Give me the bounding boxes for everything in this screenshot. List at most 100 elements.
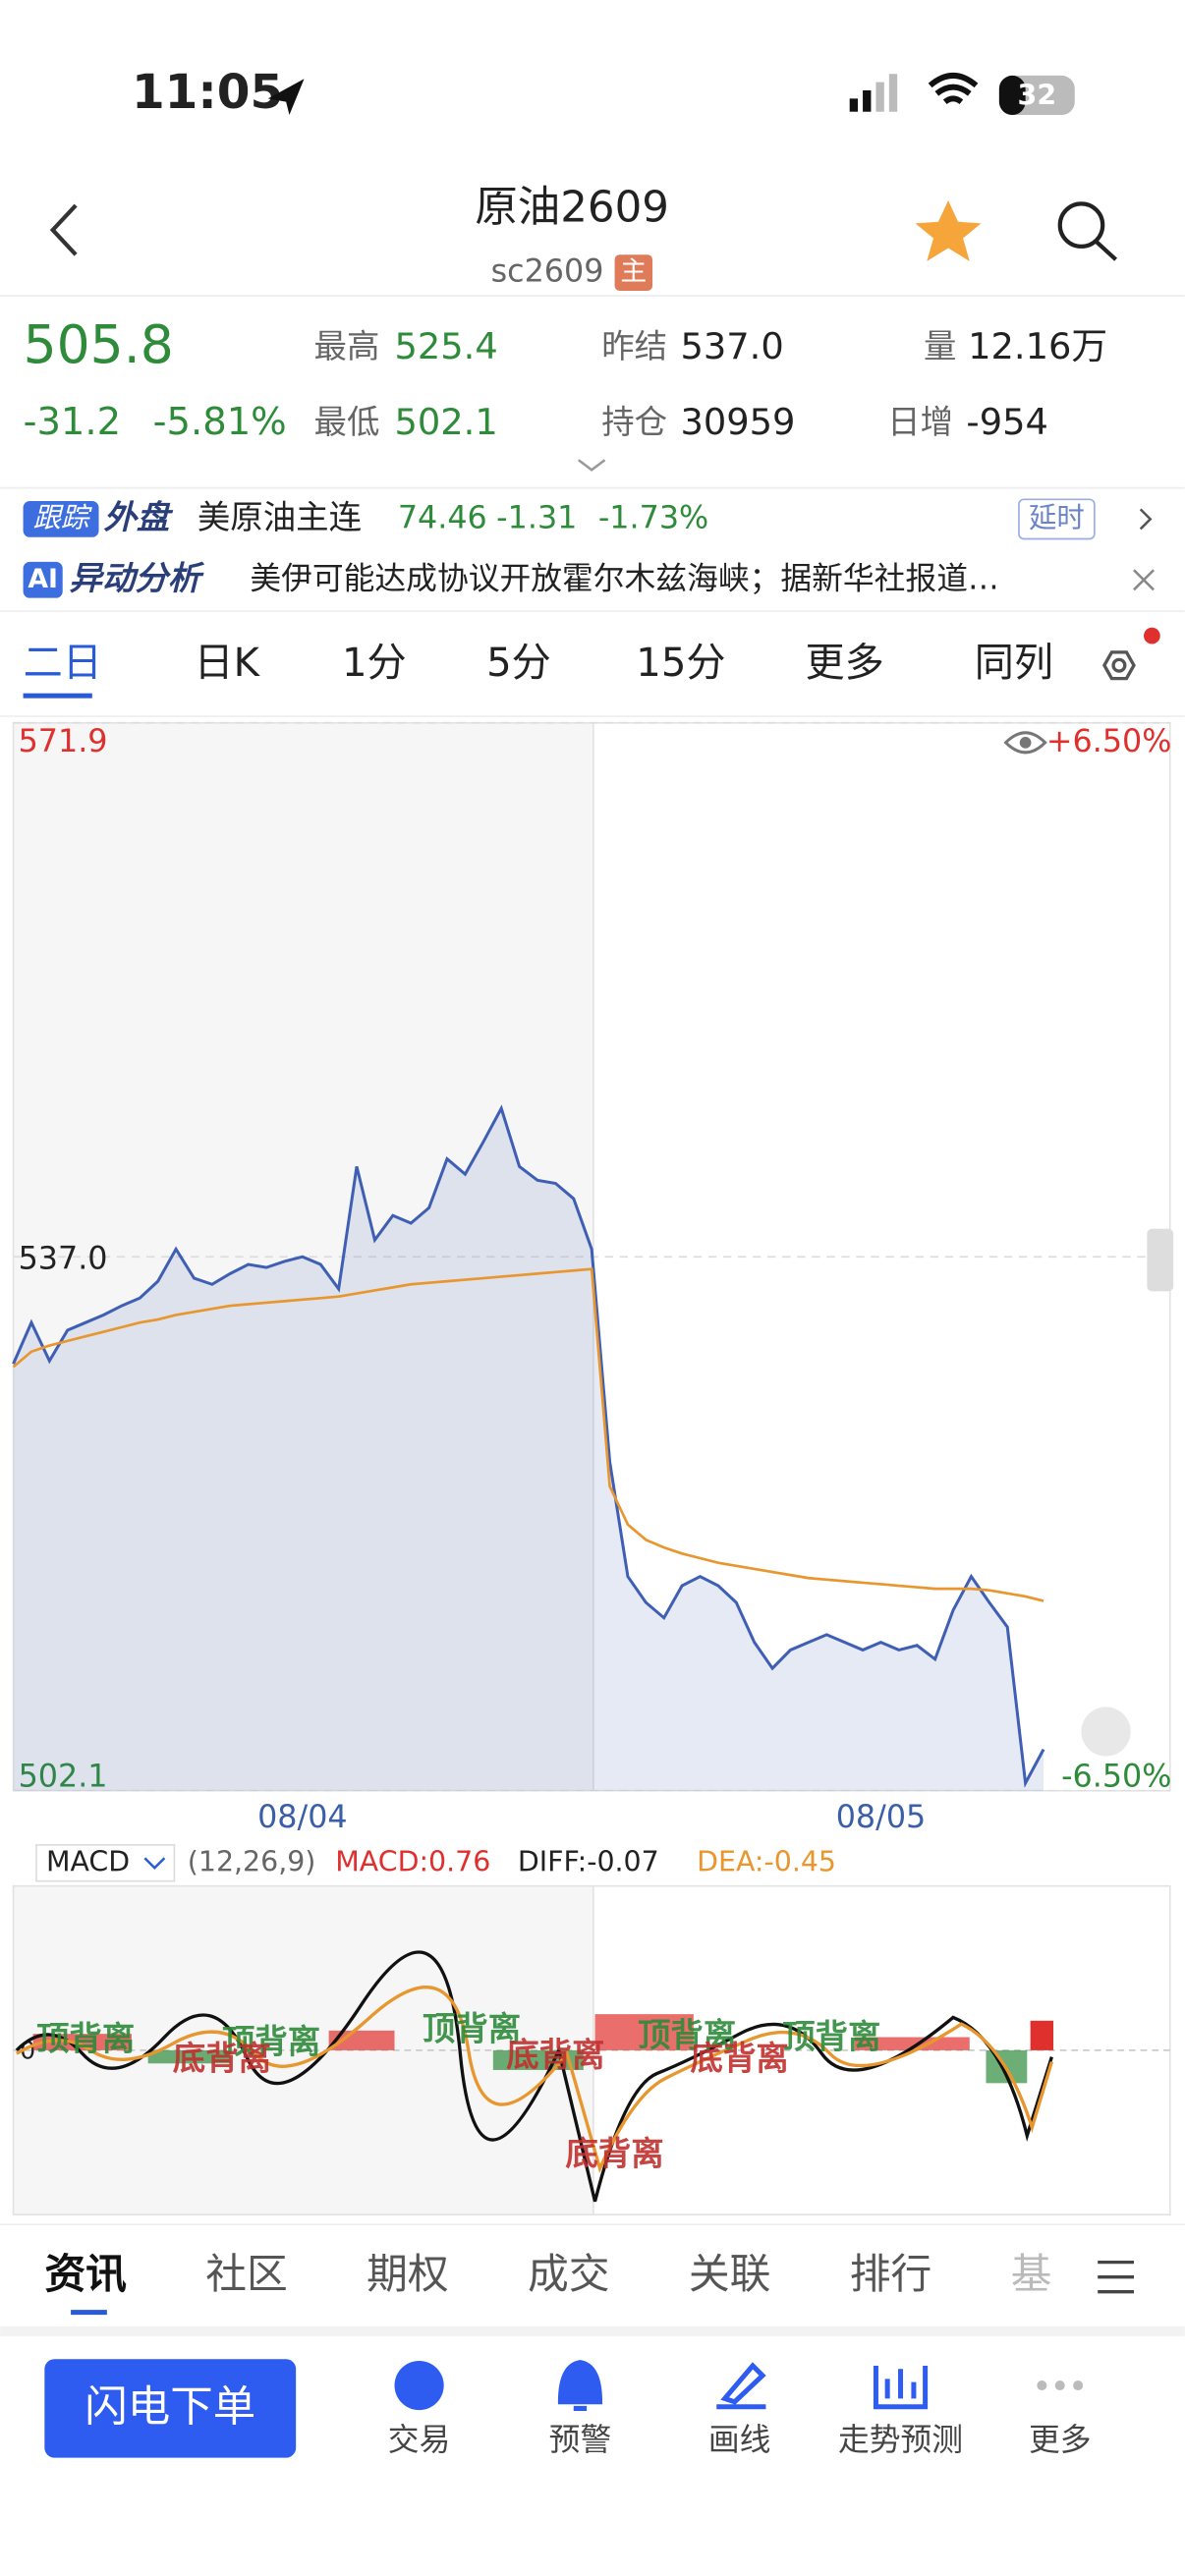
ai-text[interactable]: 美伊可能达成协议开放霍尔木兹海峡；据新华社报道… — [250, 561, 998, 596]
bottom-tab[interactable]: 期权 — [367, 2250, 449, 2298]
value: 502.1 — [395, 401, 498, 443]
close-button[interactable] — [1133, 569, 1155, 591]
x-tick-label: 08/04 — [257, 1800, 348, 1835]
tab[interactable]: 1分 — [342, 641, 407, 686]
ai-tag-bg — [23, 561, 63, 598]
avg-line — [12, 1267, 1044, 1602]
tab[interactable]: 二日 — [24, 641, 102, 686]
delay-bg — [1018, 498, 1096, 540]
tab[interactable]: 更多 — [806, 641, 884, 686]
change-pct: -5.81% — [153, 400, 287, 444]
value: 525.4 — [395, 325, 498, 367]
delay: 延时 — [1029, 501, 1085, 533]
label: 最低 — [314, 403, 380, 441]
macd-annotation: 顶背离 — [222, 2023, 320, 2061]
nav-item[interactable]: 更多 — [1029, 2423, 1092, 2458]
bottom-tab[interactable]: 成交 — [528, 2250, 610, 2298]
nav-item[interactable]: 交易 — [388, 2423, 451, 2458]
menu-button[interactable] — [1098, 2260, 1134, 2294]
bottom-tabs: 资讯 社区 期权 成交 关联 排行 基 — [44, 2250, 1051, 2298]
order-button-label[interactable]: 闪电下单 — [85, 2383, 255, 2433]
label: 最高 — [314, 327, 380, 365]
signal-icon — [849, 74, 898, 112]
nav-bar: 交易 预警 画线 走势预测 更多 — [388, 2423, 1092, 2458]
clock: 11:05 — [132, 65, 283, 120]
settings-icon — [1111, 657, 1127, 673]
battery-text: 32 — [1018, 80, 1057, 112]
ticker-pct: -1.73% — [598, 500, 708, 535]
alert-icon — [557, 2360, 603, 2411]
nav-item[interactable]: 预警 — [549, 2423, 612, 2458]
price-area — [13, 1108, 1044, 1791]
macd-value: MACD:0.76 — [335, 1845, 490, 1877]
fullscreen-button[interactable] — [1081, 1707, 1131, 1757]
settings-button[interactable] — [1101, 650, 1136, 681]
macd-histogram — [32, 2014, 1054, 2084]
label: 量 — [924, 327, 956, 365]
tag: 跟踪 — [33, 501, 92, 533]
more-icon — [1037, 2380, 1084, 2391]
macd-annotation: 顶背离 — [638, 2016, 736, 2054]
expand-button[interactable] — [578, 459, 606, 472]
macd-annotation: 顶背离 — [782, 2018, 880, 2056]
macd-annotation: 顶背离 — [423, 2009, 521, 2047]
ticker-name[interactable]: 美原油主连 — [198, 498, 362, 536]
side-handle[interactable] — [1147, 1228, 1174, 1292]
badge: 主 — [620, 256, 647, 287]
tab[interactable]: 日K — [194, 641, 260, 686]
badge-bg — [614, 254, 653, 291]
y-tick-label: 502.1 — [19, 1759, 108, 1794]
macd-annotation: 底背离 — [565, 2134, 663, 2172]
order-button[interactable] — [44, 2359, 297, 2458]
dropdown-icon — [143, 1857, 166, 1871]
tab[interactable]: 15分 — [636, 641, 725, 686]
value: 30959 — [680, 401, 795, 443]
value: 537.0 — [680, 325, 783, 367]
bottom-tab[interactable]: 关联 — [689, 2250, 771, 2298]
macd-annotation: 底背离 — [690, 2039, 788, 2077]
trade-icon — [394, 2360, 444, 2411]
macd-select[interactable] — [35, 1844, 176, 1882]
location-icon — [267, 79, 305, 116]
tab[interactable]: 同列 — [975, 641, 1053, 686]
dea-line — [16, 1986, 1053, 2174]
bottom-tab[interactable]: 排行 — [850, 2250, 932, 2298]
value: 12.16万 — [968, 325, 1107, 367]
macd-params: (12,26,9) — [188, 1845, 316, 1877]
nav-item[interactable]: 画线 — [708, 2423, 771, 2458]
upper-pct: +6.50% — [1046, 724, 1172, 759]
diff-line — [15, 1950, 1053, 2203]
code: sc2609 — [491, 254, 604, 290]
macd-selector[interactable]: MACD — [46, 1845, 130, 1877]
label: 持仓 — [601, 403, 667, 441]
ai-title: 异动分析 — [69, 559, 204, 597]
macd-annotation: 顶背离 — [36, 2019, 135, 2057]
forecast-icon — [873, 2365, 929, 2410]
y-tick-label: 537.0 — [19, 1242, 108, 1277]
dea-value: DEA:-0.45 — [697, 1845, 836, 1877]
diff-value: DIFF:-0.07 — [518, 1845, 659, 1877]
value: -954 — [966, 401, 1047, 443]
back-button[interactable] — [49, 203, 78, 256]
eye-icon[interactable] — [1003, 731, 1047, 755]
tag-bg — [23, 501, 99, 537]
favorite-button[interactable] — [915, 200, 982, 261]
ticker-more[interactable] — [1139, 508, 1153, 531]
macd-annotation: 底背离 — [506, 2036, 604, 2074]
battery-level — [998, 75, 1026, 116]
bottom-tab[interactable]: 社区 — [205, 2250, 288, 2298]
tag2: 外盘 — [104, 498, 174, 536]
x-tick-label: 08/05 — [836, 1800, 927, 1835]
bottom-tab[interactable]: 资讯 — [44, 2250, 127, 2298]
nav-item[interactable]: 走势预测 — [838, 2423, 963, 2458]
ticker-price: 74.46 — [398, 500, 487, 535]
price-chart: 502.1 537.0 571.9 08/04 08/05 — [12, 721, 1170, 1835]
tab[interactable]: 5分 — [486, 641, 551, 686]
bottom-tab[interactable]: 基 — [1011, 2250, 1052, 2298]
ticker-change: -1.31 — [496, 500, 577, 535]
search-button[interactable] — [1057, 201, 1118, 261]
label: 日增 — [887, 403, 953, 441]
